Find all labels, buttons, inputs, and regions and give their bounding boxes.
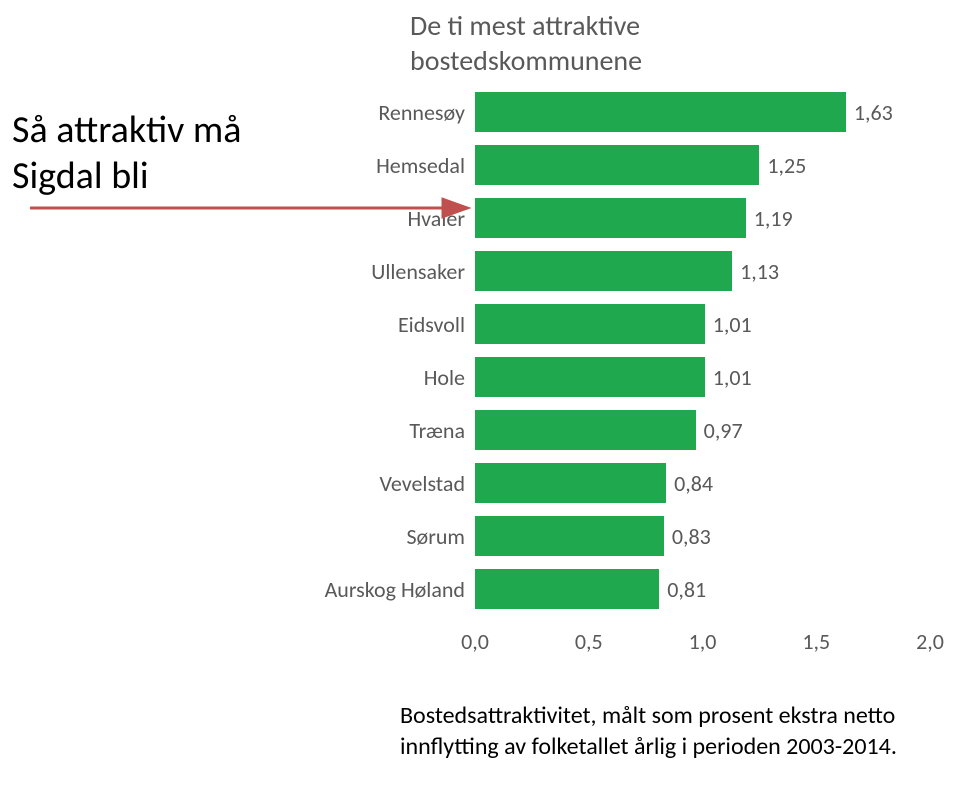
category-label: Aurskog Høland (325, 576, 465, 603)
x-tick-label: 1,0 (689, 628, 717, 655)
x-tick-label: 0,5 (575, 628, 603, 655)
bar (475, 516, 664, 556)
side-title: Så attraktiv må Sigdal bli (12, 108, 241, 199)
bar (475, 251, 732, 291)
chart-title-line2: bostedskommunene (410, 43, 642, 78)
page: De ti mest attraktive bostedskommunene S… (0, 0, 960, 807)
side-title-line1: Så attraktiv må (12, 107, 241, 153)
category-label: Vevelstad (380, 470, 466, 497)
category-label: Ullensaker (371, 258, 465, 285)
footer-caption: Bostedsattraktivitet, målt som prosent e… (400, 700, 920, 762)
bar (475, 304, 705, 344)
value-label: 1,13 (740, 258, 779, 285)
value-label: 1,25 (767, 152, 806, 179)
chart-title-line1: De ti mest attraktive (410, 8, 640, 43)
category-label: Eidsvoll (398, 311, 465, 338)
category-label: Rennesøy (378, 99, 465, 126)
value-label: 1,01 (713, 311, 752, 338)
value-label: 0,97 (704, 417, 743, 444)
category-label: Træna (409, 417, 465, 444)
bar (475, 410, 696, 450)
bar (475, 357, 705, 397)
category-label: Hvaler (407, 205, 465, 232)
x-tick-label: 2,0 (916, 628, 944, 655)
bar (475, 145, 759, 185)
side-title-line2: Sigdal bli (12, 153, 149, 199)
bar (475, 92, 846, 132)
value-label: 0,84 (674, 470, 713, 497)
value-label: 0,81 (667, 576, 706, 603)
x-tick-label: 0,0 (461, 628, 489, 655)
bar (475, 198, 746, 238)
x-tick-label: 1,5 (802, 628, 830, 655)
bar (475, 463, 666, 503)
bar (475, 569, 659, 609)
value-label: 1,01 (713, 364, 752, 391)
chart-title: De ti mest attraktive bostedskommunene (410, 8, 642, 78)
category-label: Sørum (406, 523, 465, 550)
category-label: Hemsedal (376, 152, 465, 179)
bar-chart: Rennesøy 1,63 Hemsedal 1,25 Hvaler 1,19 Ullens… (300, 92, 940, 647)
value-label: 1,19 (754, 205, 793, 232)
category-label: Hole (424, 364, 465, 391)
value-label: 1,63 (854, 99, 893, 126)
value-label: 0,83 (672, 523, 711, 550)
